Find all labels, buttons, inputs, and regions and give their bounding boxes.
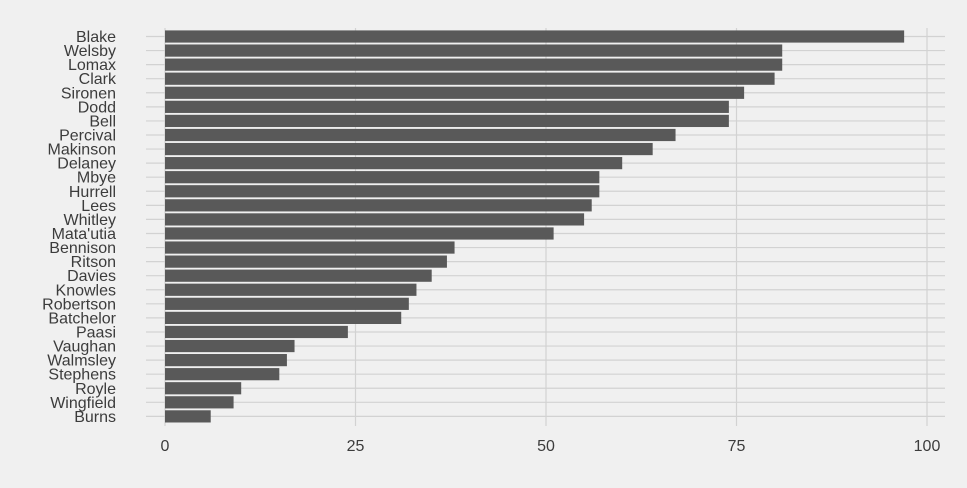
- x-tick-label: 0: [161, 438, 170, 455]
- bar: [165, 114, 729, 128]
- x-tick-label: 75: [728, 438, 746, 455]
- category-label: Burns: [74, 409, 116, 426]
- category-label: Lees: [81, 198, 116, 215]
- category-label: Knowles: [56, 282, 116, 299]
- category-label: Davies: [67, 268, 116, 285]
- bar: [165, 269, 432, 282]
- category-labels: BlakeWelsbyLomaxClarkSironenDoddBellPerc…: [42, 29, 117, 426]
- category-label: Dodd: [78, 99, 116, 116]
- bar: [165, 339, 295, 353]
- bar: [165, 255, 447, 268]
- category-label: Wingfield: [50, 395, 116, 412]
- x-tick-label: 25: [347, 438, 365, 455]
- bar: [165, 72, 775, 85]
- bar: [165, 241, 455, 254]
- category-label: Hurrell: [69, 184, 116, 201]
- bar: [165, 325, 348, 339]
- bar: [165, 410, 211, 423]
- bar: [165, 142, 653, 156]
- bar: [165, 157, 623, 170]
- category-label: Welsby: [64, 43, 116, 60]
- category-label: Robertson: [42, 296, 116, 313]
- bars: [165, 30, 905, 423]
- bar: [165, 297, 409, 310]
- bar: [165, 382, 242, 395]
- category-label: Batchelor: [48, 310, 116, 327]
- category-label: Mbye: [77, 170, 116, 187]
- bar: [165, 44, 783, 57]
- bar: [165, 354, 287, 367]
- category-label: Bell: [89, 113, 116, 130]
- bar: [165, 100, 729, 113]
- category-label: Paasi: [76, 324, 116, 341]
- bar: [165, 227, 554, 240]
- category-label: Makinson: [48, 142, 116, 159]
- bar: [165, 311, 402, 324]
- category-label: Stephens: [48, 367, 116, 384]
- bar: [165, 368, 280, 381]
- category-label: Blake: [76, 29, 116, 46]
- bar: [165, 128, 676, 142]
- bar: [165, 185, 600, 198]
- x-axis-ticks: 0 25 50 75 100: [161, 438, 941, 455]
- category-label: Bennison: [49, 240, 116, 257]
- bar: [165, 30, 905, 43]
- category-label: Percival: [59, 127, 116, 144]
- bar: [165, 396, 234, 409]
- bar: [165, 171, 600, 184]
- category-label: Royle: [75, 381, 116, 398]
- bar: [165, 283, 417, 296]
- bar: [165, 86, 745, 99]
- category-label: Mata'utia: [52, 226, 117, 243]
- category-label: Lomax: [68, 57, 116, 74]
- category-label: Vaughan: [53, 339, 116, 356]
- bar: [165, 213, 585, 226]
- category-label: Walmsley: [47, 353, 116, 370]
- category-label: Whitley: [64, 212, 116, 229]
- category-label: Sironen: [61, 85, 116, 102]
- category-label: Delaney: [57, 156, 116, 173]
- bar: [165, 58, 783, 71]
- category-label: Ritson: [71, 254, 116, 271]
- x-tick-label: 50: [537, 438, 555, 455]
- bar: [165, 199, 592, 212]
- x-tick-label: 100: [914, 438, 941, 455]
- category-label: Clark: [79, 71, 117, 88]
